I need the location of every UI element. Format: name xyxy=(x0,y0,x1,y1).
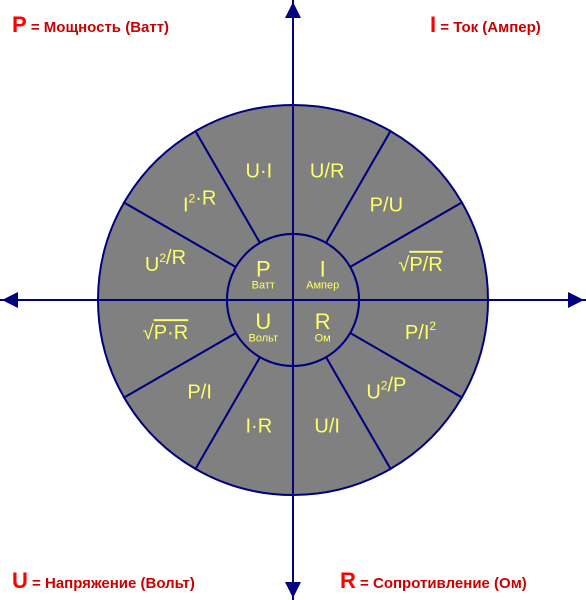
corner-text-R: = Сопротивление (Ом) xyxy=(356,575,527,592)
corner-I: I = Ток (Ампер) xyxy=(430,12,541,38)
inner-sym-tr: I xyxy=(320,256,326,281)
inner-sym-tl: P xyxy=(256,256,271,281)
inner-sym-bl: U xyxy=(255,309,271,334)
inner-unit-tl: Ватт xyxy=(252,280,275,292)
corner-letter-P: P xyxy=(12,12,27,37)
formula-U-7: P/I xyxy=(187,382,211,404)
formula-U-8: I·R xyxy=(245,416,272,438)
inner-unit-bl: Вольт xyxy=(249,332,279,344)
formula-U-6: √P·R xyxy=(143,322,188,344)
inner-unit-br: Ом xyxy=(315,332,331,344)
formula-I-3: U/R xyxy=(310,161,344,183)
wheel-svg: U·II2·RU2/RU/RP/U√P/R√P·RP/II·RU/IU2/PP/… xyxy=(0,0,586,600)
corner-P: P = Мощность (Ватт) xyxy=(12,12,169,38)
corner-letter-R: R xyxy=(340,568,356,593)
formula-I-5: √P/R xyxy=(398,254,442,276)
corner-U: U = Напряжение (Вольт) xyxy=(12,568,195,594)
formula-P-0: U·I xyxy=(245,161,272,183)
corner-text-U: = Напряжение (Вольт) xyxy=(28,575,195,592)
inner-unit-tr: Ампер xyxy=(306,280,339,292)
corner-letter-U: U xyxy=(12,568,28,593)
corner-R: R = Сопротивление (Ом) xyxy=(340,568,527,594)
inner-sym-br: R xyxy=(315,309,331,334)
ohms-law-wheel: U·II2·RU2/RU/RP/U√P/R√P·RP/II·RU/IU2/PP/… xyxy=(0,0,586,600)
formula-I-4: P/U xyxy=(370,195,403,217)
formula-R-9: U/I xyxy=(314,416,340,438)
corner-text-P: = Мощность (Ватт) xyxy=(27,19,169,36)
corner-text-I: = Ток (Ампер) xyxy=(436,19,541,36)
